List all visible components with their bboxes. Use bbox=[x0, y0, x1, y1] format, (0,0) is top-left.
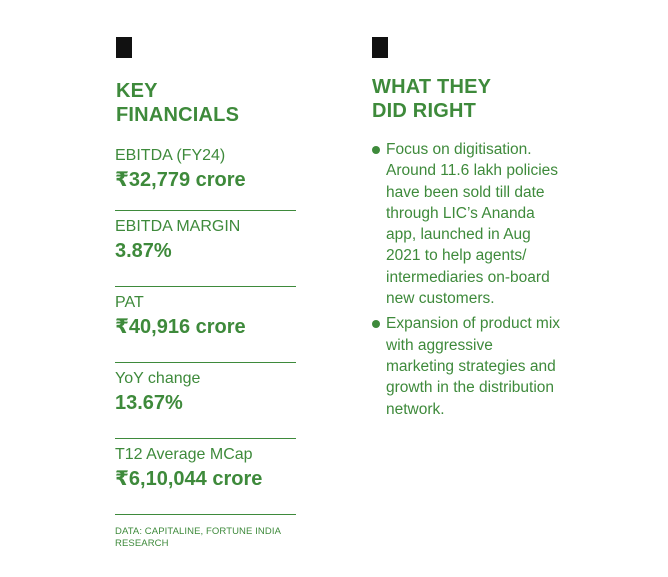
financial-label: EBITDA (FY24) bbox=[115, 147, 226, 164]
financial-item-pat: PAT ₹40,916 crore bbox=[115, 287, 296, 363]
list-item: Expansion of product mix with aggressive… bbox=[372, 313, 562, 419]
financials-list: EBITDA (FY24) ₹32,779 crore EBITDA MARGI… bbox=[115, 146, 296, 515]
bullet-icon bbox=[372, 320, 380, 329]
heading-line: KEY bbox=[116, 80, 158, 102]
financial-value: 3.87% bbox=[115, 240, 172, 262]
financial-item-yoy-change: YoY change 13.67% bbox=[115, 363, 296, 439]
financial-value: 13.67% bbox=[115, 392, 183, 414]
bullet-icon bbox=[372, 146, 380, 154]
financial-item-mcap: T12 Average MCap ₹6,10,044 crore bbox=[115, 439, 296, 515]
financial-value: ₹32,779 crore bbox=[115, 169, 246, 191]
heading-line: FINANCIALS bbox=[116, 104, 240, 126]
heading-line: WHAT THEY bbox=[372, 76, 492, 98]
bullet-text: Focus on digitisation. Around 11.6 lakh … bbox=[386, 141, 559, 308]
financial-item-ebitda: EBITDA (FY24) ₹32,779 crore bbox=[115, 146, 296, 211]
financial-label: EBITDA MARGIN bbox=[115, 218, 241, 235]
financial-label: T12 Average MCap bbox=[115, 446, 253, 463]
bullet-text: Expansion of product mix with aggressive… bbox=[386, 315, 561, 418]
heading-line: DID RIGHT bbox=[372, 100, 477, 122]
financial-item-ebitda-margin: EBITDA MARGIN 3.87% bbox=[115, 211, 296, 287]
what-they-did-right-heading: WHAT THEY DID RIGHT bbox=[372, 75, 491, 123]
list-item: Focus on digitisation. Around 11.6 lakh … bbox=[372, 139, 562, 309]
data-source-note: DATA: CAPITALINE, FORTUNE INDIA RESEARCH bbox=[115, 526, 281, 549]
financial-value: ₹6,10,044 crore bbox=[115, 468, 263, 490]
financial-value: ₹40,916 crore bbox=[115, 316, 246, 338]
what-they-did-right-list: Focus on digitisation. Around 11.6 lakh … bbox=[372, 139, 562, 424]
section-marker-left bbox=[116, 37, 132, 58]
financial-label: PAT bbox=[115, 294, 144, 311]
key-financials-heading: KEY FINANCIALS bbox=[116, 79, 239, 127]
section-marker-right bbox=[372, 37, 388, 58]
financial-label: YoY change bbox=[115, 370, 201, 387]
